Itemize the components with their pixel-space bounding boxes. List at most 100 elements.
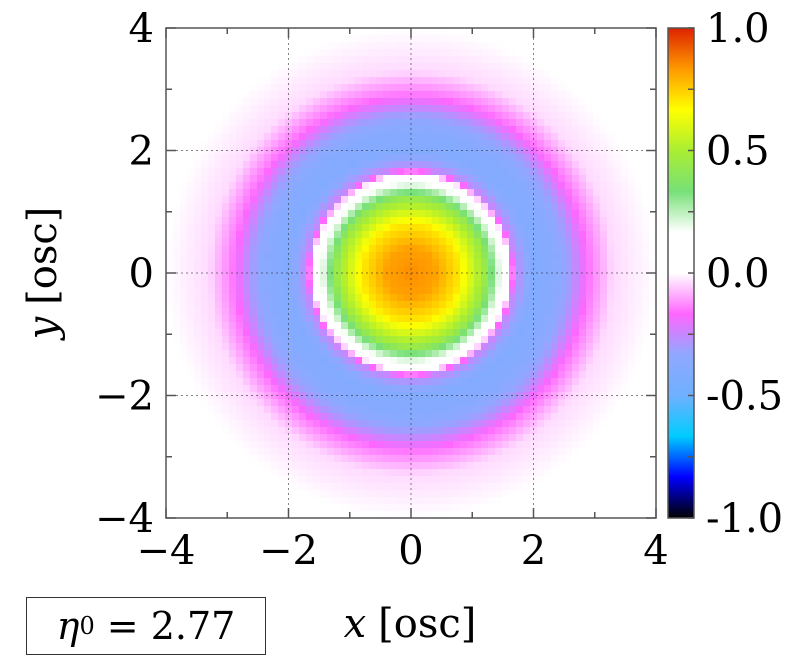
- heatmap-cell: [166, 483, 174, 491]
- heatmap-cell: [565, 49, 573, 57]
- heatmap-cell: [285, 287, 293, 295]
- heatmap-cell: [208, 252, 216, 260]
- heatmap-cell: [621, 350, 629, 358]
- heatmap-cell: [481, 126, 489, 134]
- heatmap-cell: [243, 385, 251, 393]
- heatmap-cell: [299, 329, 307, 337]
- heatmap-cell: [278, 105, 286, 113]
- heatmap-cell: [166, 56, 174, 64]
- heatmap-cell: [558, 259, 566, 267]
- heatmap-cell: [544, 294, 552, 302]
- heatmap-cell: [229, 371, 237, 379]
- heatmap-cell: [173, 350, 181, 358]
- heatmap-cell: [446, 308, 454, 316]
- heatmap-cell: [390, 84, 398, 92]
- heatmap-cell: [194, 126, 202, 134]
- heatmap-cell: [229, 182, 237, 190]
- heatmap-cell: [180, 350, 188, 358]
- heatmap-cell: [257, 322, 265, 330]
- heatmap-cell: [621, 294, 629, 302]
- heatmap-cell: [467, 504, 475, 512]
- heatmap-cell: [383, 182, 391, 190]
- heatmap-cell: [635, 385, 643, 393]
- heatmap-cell: [635, 189, 643, 197]
- heatmap-cell: [208, 35, 216, 43]
- heatmap-cell: [537, 154, 545, 162]
- heatmap-cell: [614, 182, 622, 190]
- heatmap-cell: [488, 406, 496, 414]
- heatmap-cell: [278, 49, 286, 57]
- heatmap-cell: [558, 252, 566, 260]
- heatmap-cell: [579, 133, 587, 141]
- heatmap-cell: [250, 406, 258, 414]
- heatmap-cell: [621, 56, 629, 64]
- heatmap-cell: [250, 203, 258, 211]
- heatmap-cell: [376, 140, 384, 148]
- heatmap-cell: [537, 287, 545, 295]
- heatmap-cell: [600, 252, 608, 260]
- heatmap-cell: [495, 147, 503, 155]
- heatmap-cell: [306, 154, 314, 162]
- heatmap-cell: [516, 455, 524, 463]
- heatmap-cell: [229, 28, 237, 36]
- heatmap-cell: [551, 308, 559, 316]
- heatmap-cell: [537, 280, 545, 288]
- heatmap-cell: [628, 252, 636, 260]
- heatmap-cell: [474, 259, 482, 267]
- heatmap-cell: [614, 168, 622, 176]
- heatmap-cell: [488, 413, 496, 421]
- heatmap-cell: [334, 364, 342, 372]
- heatmap-cell: [320, 189, 328, 197]
- heatmap-cell: [432, 42, 440, 50]
- heatmap-cell: [194, 252, 202, 260]
- heatmap-cell: [222, 413, 230, 421]
- heatmap-cell: [558, 462, 566, 470]
- heatmap-cell: [299, 238, 307, 246]
- heatmap-cell: [502, 217, 510, 225]
- heatmap-cell: [607, 413, 615, 421]
- heatmap-cell: [348, 448, 356, 456]
- heatmap-cell: [327, 203, 335, 211]
- heatmap-cell: [495, 455, 503, 463]
- heatmap-cell: [348, 210, 356, 218]
- heatmap-cell: [187, 455, 195, 463]
- heatmap-cell: [334, 490, 342, 498]
- heatmap-cell: [299, 217, 307, 225]
- heatmap-cell: [460, 210, 468, 218]
- heatmap-cell: [320, 231, 328, 239]
- heatmap-cell: [446, 154, 454, 162]
- heatmap-cell: [320, 98, 328, 106]
- heatmap-cell: [362, 126, 370, 134]
- heatmap-cell: [614, 217, 622, 225]
- heatmap-cell: [579, 315, 587, 323]
- heatmap-cell: [593, 252, 601, 260]
- heatmap-cell: [180, 413, 188, 421]
- heatmap-cell: [292, 224, 300, 232]
- heatmap-cell: [628, 273, 636, 281]
- heatmap-cell: [278, 469, 286, 477]
- heatmap-cell: [222, 350, 230, 358]
- heatmap-cell: [404, 315, 412, 323]
- heatmap-cell: [523, 161, 531, 169]
- heatmap-cell: [565, 259, 573, 267]
- heatmap-cell: [320, 455, 328, 463]
- heatmap-cell: [313, 133, 321, 141]
- heatmap-cell: [215, 462, 223, 470]
- heatmap-cell: [173, 371, 181, 379]
- heatmap-cell: [257, 294, 265, 302]
- heatmap-cell: [292, 161, 300, 169]
- heatmap-cell: [264, 294, 272, 302]
- heatmap-cell: [397, 266, 405, 274]
- heatmap-cell: [565, 406, 573, 414]
- heatmap-cell: [572, 371, 580, 379]
- heatmap-cell: [327, 77, 335, 85]
- heatmap-cell: [341, 77, 349, 85]
- heatmap-cell: [271, 287, 279, 295]
- heatmap-cell: [173, 252, 181, 260]
- heatmap-cell: [341, 49, 349, 57]
- heatmap-cell: [453, 329, 461, 337]
- heatmap-cell: [306, 497, 314, 505]
- heatmap-cell: [600, 294, 608, 302]
- heatmap-cell: [453, 315, 461, 323]
- heatmap-cell: [593, 350, 601, 358]
